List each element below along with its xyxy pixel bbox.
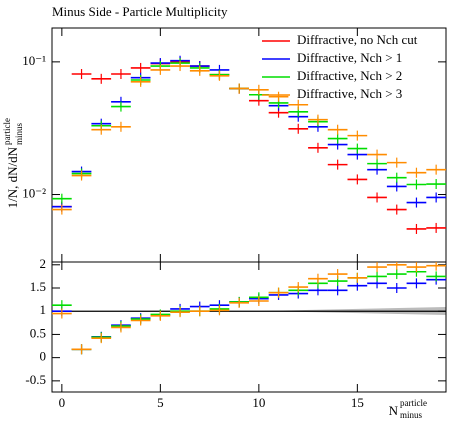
chart-title: Minus Side - Particle Multiplicity xyxy=(52,4,228,19)
x-label-sup: particle xyxy=(400,398,427,408)
x-label: N xyxy=(389,403,399,418)
y-tick-label: 10⁻¹ xyxy=(22,53,46,68)
y-tick-label: 10⁻² xyxy=(22,186,46,201)
y-label-sub: minus xyxy=(14,122,24,145)
y-tick-label: 1.5 xyxy=(30,279,46,294)
y-axis-label: 1/N, dN/dN particle minus xyxy=(2,118,24,208)
legend-label: Diffractive, no Nch cut xyxy=(297,32,418,47)
x-tick-label: 0 xyxy=(59,395,66,410)
y-tick-label: 2 xyxy=(40,256,47,271)
y-tick-label: 1 xyxy=(40,302,47,317)
legend-label: Diffractive, Nch > 2 xyxy=(297,68,402,83)
y-label: 1/N, dN/dN xyxy=(5,146,20,208)
x-tick-label: 15 xyxy=(351,395,364,410)
x-label-sub: minus xyxy=(400,410,423,420)
y-label-sup: particle xyxy=(2,118,12,145)
legend-label: Diffractive, Nch > 3 xyxy=(297,86,402,101)
y-tick-label: 0.5 xyxy=(30,325,46,340)
x-tick-label: 5 xyxy=(157,395,164,410)
y-tick-label: 0 xyxy=(40,349,47,364)
legend-label: Diffractive, Nch > 1 xyxy=(297,50,402,65)
ratio-frame xyxy=(51,261,447,393)
x-tick-label: 10 xyxy=(252,395,265,410)
y-tick-label: -0.5 xyxy=(25,372,46,387)
